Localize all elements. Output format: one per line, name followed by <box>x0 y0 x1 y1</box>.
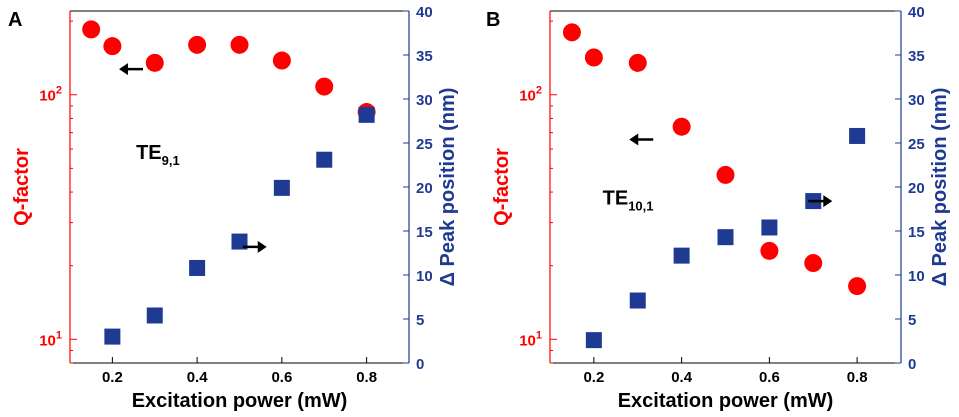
right-tick-label: 15 <box>416 224 433 241</box>
peak-shift-point <box>585 332 602 349</box>
right-tick-label: 5 <box>908 312 916 329</box>
peak-shift-point <box>849 127 866 144</box>
arrow-head <box>823 195 833 208</box>
x-tick-label: 0.4 <box>187 369 209 386</box>
right-tick-label: 30 <box>416 92 433 109</box>
x-tick-label: 0.4 <box>671 369 693 386</box>
q-factor-point <box>315 77 334 96</box>
q-factor-point <box>584 48 603 67</box>
axis-indicator-arrow-left <box>119 63 144 76</box>
right-axis-title: Δ Peak position (nm) <box>437 88 459 287</box>
tick-base: 10 <box>39 332 56 349</box>
q-factor-point <box>562 23 581 42</box>
right-tick-label: 20 <box>908 180 925 197</box>
axis-indicator-arrow-right <box>242 240 267 253</box>
mode-label-base: TE <box>136 142 162 164</box>
panel-label: A <box>8 9 22 31</box>
right-tick-label: 0 <box>908 356 916 373</box>
peak-shift-point <box>316 151 333 168</box>
q-factor-point <box>848 277 867 296</box>
right-tick-label: 35 <box>908 48 925 65</box>
peak-shift-point <box>231 233 248 250</box>
right-tick-label: 25 <box>416 136 433 153</box>
left-tick-label: 101 <box>519 329 542 349</box>
q-factor-point <box>804 254 823 273</box>
left-axis-title: Q-factor <box>11 148 33 226</box>
right-tick-label: 5 <box>416 312 424 329</box>
peak-shift-point <box>673 247 690 264</box>
peak-shift-point <box>104 328 121 345</box>
peak-shift-point <box>273 179 290 196</box>
q-factor-point <box>103 37 122 56</box>
peak-shift-point <box>629 292 646 309</box>
q-factor-point <box>672 117 691 136</box>
x-tick-label: 0.6 <box>271 369 292 386</box>
left-axis-title: Q-factor <box>491 148 513 226</box>
x-tick-label: 0.6 <box>759 369 780 386</box>
x-tick-label: 0.2 <box>102 369 123 386</box>
q-factor-point <box>628 53 647 72</box>
arrow-head <box>629 133 639 146</box>
mode-label-subscript: 10,1 <box>628 199 653 214</box>
tick-exponent: 2 <box>536 85 542 97</box>
arrow-head <box>119 63 129 76</box>
tick-exponent: 1 <box>536 329 542 341</box>
q-factor-point <box>272 51 291 70</box>
right-tick-label: 30 <box>908 92 925 109</box>
panel-label: B <box>486 9 500 31</box>
q-factor-point <box>82 20 101 39</box>
peak-shift-point <box>189 259 206 276</box>
right-tick-label: 25 <box>908 136 925 153</box>
tick-exponent: 1 <box>56 329 62 341</box>
right-tick-label: 0 <box>416 356 424 373</box>
x-tick-label: 0.8 <box>356 369 377 386</box>
arrow-head <box>257 240 267 253</box>
peak-shift-point <box>717 229 734 246</box>
right-tick-label: 40 <box>908 4 925 21</box>
mode-label: TE9,1 <box>136 142 180 168</box>
right-tick-label: 40 <box>416 4 433 21</box>
peak-shift-point <box>761 219 778 236</box>
right-tick-label: 20 <box>416 180 433 197</box>
mode-label: TE10,1 <box>603 188 654 214</box>
left-tick-label: 102 <box>39 85 62 105</box>
tick-exponent: 2 <box>56 85 62 97</box>
q-factor-point <box>188 35 207 54</box>
x-tick-label: 0.8 <box>847 369 868 386</box>
tick-base: 10 <box>519 332 536 349</box>
mode-label-subscript: 9,1 <box>162 153 180 168</box>
right-tick-label: 10 <box>416 268 433 285</box>
axis-indicator-arrow-left <box>629 133 654 146</box>
x-tick-label: 0.2 <box>583 369 604 386</box>
right-tick-label: 35 <box>416 48 433 65</box>
q-factor-point <box>145 53 164 72</box>
peak-shift-point <box>146 307 163 324</box>
q-factor-point <box>716 165 735 184</box>
q-factor-point <box>760 241 779 260</box>
tick-base: 10 <box>39 88 56 105</box>
left-tick-label: 101 <box>39 329 62 349</box>
right-axis-title: Δ Peak position (nm) <box>929 88 951 287</box>
x-axis-title: Excitation power (mW) <box>618 390 834 412</box>
q-factor-point <box>230 35 249 54</box>
right-tick-label: 10 <box>908 268 925 285</box>
left-tick-label: 102 <box>519 85 542 105</box>
right-tick-label: 15 <box>908 224 925 241</box>
mode-label-base: TE <box>603 188 629 210</box>
tick-base: 10 <box>519 88 536 105</box>
peak-shift-point <box>358 106 375 123</box>
x-axis-title: Excitation power (mW) <box>132 390 348 412</box>
axis-indicator-arrow-right <box>808 195 833 208</box>
